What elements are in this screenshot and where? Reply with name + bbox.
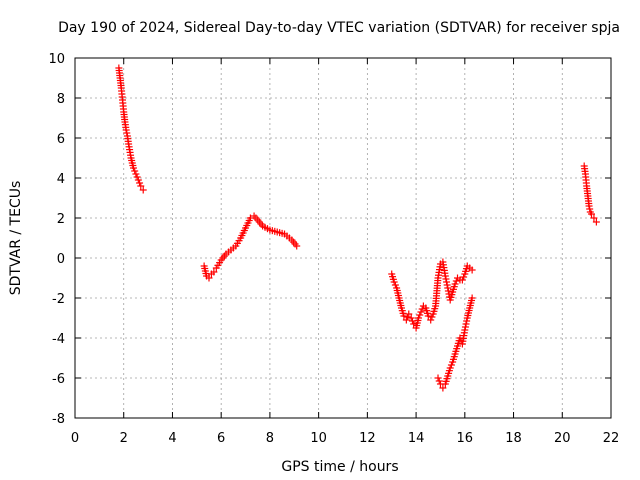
data-point [592, 218, 600, 226]
y-tick-label: 10 [48, 52, 65, 67]
data-point [588, 210, 596, 218]
data-point [427, 316, 435, 324]
y-tick-label: 6 [57, 132, 65, 147]
y-tick-label: -8 [52, 412, 65, 427]
data-point [131, 167, 139, 175]
data-point [417, 308, 425, 316]
data-point [468, 266, 476, 274]
data-point [293, 242, 301, 250]
y-tick-label: 4 [57, 172, 65, 187]
data-point [139, 186, 147, 194]
x-tick-label: 2 [120, 431, 128, 446]
data-point [468, 294, 476, 302]
data-point [590, 214, 598, 222]
data-point [136, 179, 144, 187]
data-point [439, 384, 447, 392]
data-point [122, 126, 130, 134]
data-point [400, 312, 408, 320]
data-point [435, 377, 443, 385]
x-tick-label: 12 [359, 431, 376, 446]
x-tick-label: 0 [71, 431, 79, 446]
x-tick-label: 16 [457, 431, 474, 446]
data-point [415, 314, 423, 322]
data-point [458, 276, 466, 284]
data-point [390, 278, 398, 286]
data-point [462, 320, 470, 328]
data-point [586, 205, 594, 213]
data-point [137, 182, 145, 190]
data-point [132, 170, 140, 178]
data-point [205, 274, 213, 282]
data-point [443, 278, 451, 286]
y-axis-label: SDTVAR / TECUs [8, 181, 24, 296]
data-point [123, 129, 131, 137]
y-tick-label: -6 [52, 372, 65, 387]
data-point [410, 320, 418, 328]
x-tick-label: 22 [603, 431, 620, 446]
data-point [428, 313, 436, 321]
data-point [434, 374, 442, 382]
data-point [405, 310, 413, 318]
x-tick-label: 10 [310, 431, 327, 446]
data-point [446, 364, 454, 372]
y-tick-label: 2 [57, 212, 65, 227]
data-point [418, 305, 426, 313]
x-axis-label: GPS time / hours [281, 459, 398, 475]
data-point [461, 326, 469, 334]
y-tick-label: -4 [52, 332, 65, 347]
data-point [463, 317, 471, 325]
data-point [134, 176, 142, 184]
data-point [447, 361, 455, 369]
x-tick-label: 8 [266, 431, 274, 446]
data-points [115, 64, 600, 392]
plot-frame [74, 57, 612, 419]
data-point [452, 277, 460, 285]
data-point [451, 280, 459, 288]
data-point [402, 316, 410, 324]
data-point [460, 273, 468, 281]
data-point [210, 268, 218, 276]
x-tick-label: 6 [217, 431, 225, 446]
data-point [442, 275, 450, 283]
x-tick-label: 18 [505, 431, 522, 446]
data-point [461, 323, 469, 331]
chart-title: Day 190 of 2024, Sidereal Day-to-day VTE… [58, 20, 620, 36]
data-point [391, 281, 399, 289]
x-tick-label: 4 [168, 431, 176, 446]
data-point [444, 287, 452, 295]
y-tick-label: 0 [57, 252, 65, 267]
data-point [443, 281, 451, 289]
data-point [585, 202, 593, 210]
data-point [404, 313, 412, 321]
y-tick-label: -2 [52, 292, 65, 307]
data-point [441, 272, 449, 280]
axis-ticks: 0 2 4 6 8 10 12 14 16 18 20 22 -8 -6 -4 -2 0 2 4 6 8 10 [48, 52, 619, 446]
data-point [424, 312, 432, 320]
grid-lines [75, 58, 611, 418]
data-point [407, 314, 415, 322]
data-point [133, 173, 141, 181]
x-tick-label: 14 [408, 431, 425, 446]
data-point [129, 164, 137, 172]
data-point [444, 284, 452, 292]
x-tick-label: 20 [554, 431, 571, 446]
data-point [416, 311, 424, 319]
y-tick-label: 8 [57, 92, 65, 107]
